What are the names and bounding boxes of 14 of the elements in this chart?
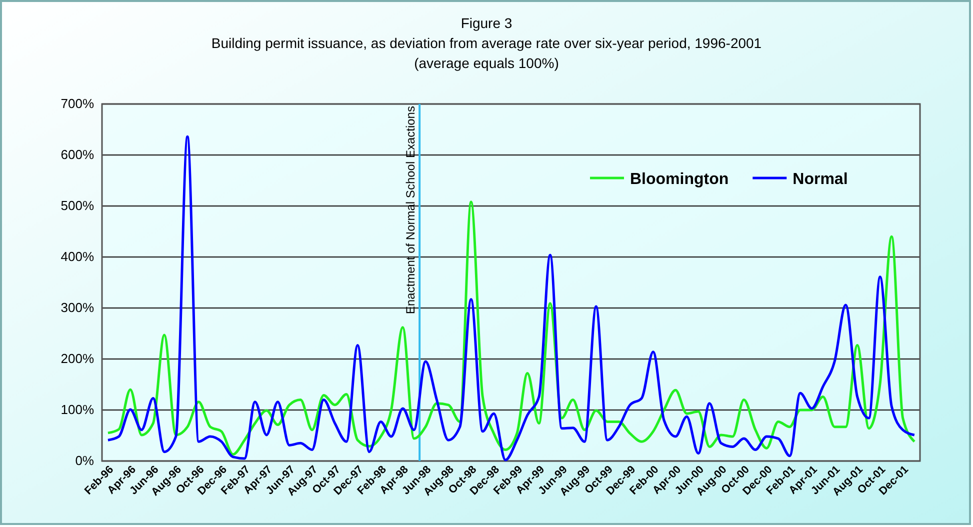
- y-tick-label: 600%: [60, 147, 94, 162]
- legend-label: Bloomington: [630, 171, 729, 188]
- y-tick-label: 200%: [60, 351, 94, 366]
- legend-label: Normal: [792, 171, 848, 188]
- y-tick-label: 100%: [60, 402, 94, 418]
- y-tick-label: 500%: [60, 198, 94, 214]
- y-tick-label: 400%: [60, 249, 94, 264]
- y-tick-label: 0%: [75, 453, 94, 468]
- y-tick-label: 700%: [60, 96, 94, 112]
- chart-subtitle: Building permit issuance, as deviation from average rate over six-year period, 1996-2001 (average equals 100%): [211, 35, 762, 71]
- y-tick-label: 300%: [60, 300, 94, 316]
- ref-line-label: Enactment of Normal School Exactions: [404, 106, 418, 314]
- line-series: [106, 200, 916, 456]
- chart-title: Figure 3: [460, 15, 512, 31]
